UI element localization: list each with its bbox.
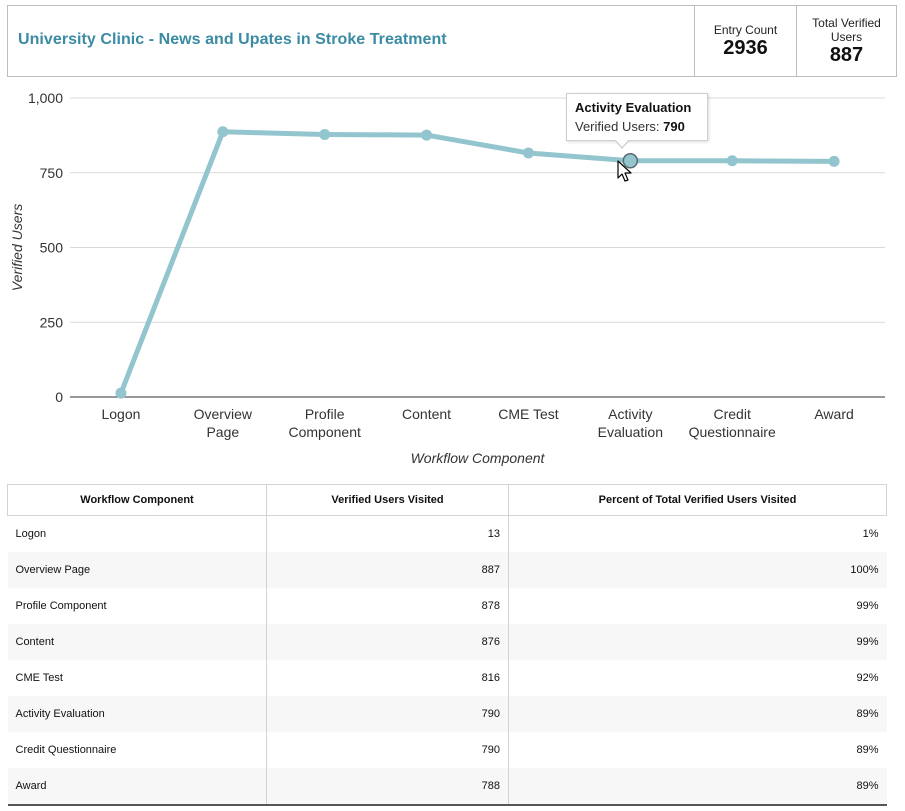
- x-tick-label: Logon: [101, 406, 140, 422]
- cell-verified: 788: [266, 768, 509, 806]
- cell-verified: 876: [266, 624, 509, 660]
- x-tick-label: Questionnaire: [689, 424, 776, 440]
- cell-percent: 1%: [508, 515, 887, 552]
- cell-percent: 89%: [508, 696, 887, 732]
- data-point[interactable]: [217, 126, 229, 138]
- y-axis-label: Verified Users: [9, 204, 25, 291]
- table-header-row: Workflow Component Verified Users Visite…: [7, 484, 887, 516]
- cell-component: Content: [7, 624, 267, 660]
- table-row: Overview Page 887 100%: [7, 552, 887, 588]
- x-tick-label: Credit: [714, 406, 751, 422]
- data-point[interactable]: [522, 147, 534, 159]
- table-row: CME Test 816 92%: [7, 660, 887, 696]
- cell-component: Award: [7, 768, 267, 806]
- tooltip-label: Verified Users:: [575, 119, 660, 134]
- cell-component: Credit Questionnaire: [7, 732, 267, 768]
- cell-verified: 13: [266, 515, 509, 552]
- x-tick-label: Evaluation: [598, 424, 663, 440]
- cell-verified: 816: [266, 660, 509, 696]
- data-point[interactable]: [319, 128, 331, 140]
- tooltip-title: Activity Evaluation: [575, 100, 692, 115]
- page-title: University Clinic - News and Upates in S…: [18, 31, 447, 48]
- tooltip-line: Verified Users: 790: [575, 118, 699, 136]
- column-header-percent-visited[interactable]: Percent of Total Verified Users Visited: [508, 484, 887, 516]
- entry-count-label: Entry Count: [713, 23, 778, 37]
- cell-verified: 790: [266, 696, 509, 732]
- x-tick-label: Activity: [608, 406, 652, 422]
- cell-verified: 887: [266, 552, 509, 588]
- x-tick-label: Page: [206, 424, 239, 440]
- report-header: University Clinic - News and Upates in S…: [7, 5, 897, 77]
- cell-component: Profile Component: [7, 588, 267, 624]
- x-tick-label: Award: [814, 406, 853, 422]
- cell-percent: 99%: [508, 624, 887, 660]
- cell-percent: 89%: [508, 732, 887, 768]
- y-tick-label: 750: [40, 165, 64, 181]
- x-tick-label: Component: [288, 424, 360, 440]
- total-verified-box: Total Verified Users 887: [796, 6, 896, 76]
- x-tick-label: Overview: [194, 406, 253, 422]
- column-header-workflow-component[interactable]: Workflow Component: [7, 484, 267, 516]
- data-point[interactable]: [726, 155, 738, 167]
- total-verified-label: Total Verified Users: [812, 16, 881, 44]
- table-row: Content 876 99%: [7, 624, 887, 660]
- cell-percent: 100%: [508, 552, 887, 588]
- data-point[interactable]: [115, 387, 127, 399]
- tooltip-value: 790: [663, 119, 685, 134]
- x-tick-label: Profile: [305, 406, 345, 422]
- entry-count-box: Entry Count 2936: [694, 6, 796, 76]
- workflow-table: Workflow Component Verified Users Visite…: [7, 484, 887, 806]
- table-row: Award 788 89%: [7, 768, 887, 806]
- y-tick-label: 1,000: [28, 90, 63, 106]
- verified-users-line-chart[interactable]: 0 250 500 750 1,000 Logon Overview Page Profile C…: [0, 80, 905, 475]
- cell-percent: 99%: [508, 588, 887, 624]
- cell-component: CME Test: [7, 660, 267, 696]
- workflow-table-container: Workflow Component Verified Users Visite…: [7, 484, 887, 806]
- data-point[interactable]: [828, 155, 840, 167]
- y-tick-label: 500: [40, 240, 64, 256]
- table-row: Logon 13 1%: [7, 515, 887, 552]
- cell-percent: 92%: [508, 660, 887, 696]
- x-axis-label: Workflow Component: [411, 450, 546, 466]
- series-line[interactable]: [118, 129, 837, 396]
- table-row: Activity Evaluation 790 89%: [7, 696, 887, 732]
- cell-verified: 878: [266, 588, 509, 624]
- x-tick-label: CME Test: [498, 406, 559, 422]
- cell-verified: 790: [266, 732, 509, 768]
- cell-component: Logon: [7, 515, 267, 552]
- data-point-hovered[interactable]: [622, 153, 639, 169]
- tooltip-tail: [614, 139, 630, 149]
- cell-component: Activity Evaluation: [7, 696, 267, 732]
- table-row: Credit Questionnaire 790 89%: [7, 732, 887, 768]
- mouse-pointer-icon: [617, 160, 632, 182]
- y-tick-label: 0: [55, 389, 63, 405]
- y-tick-label: 250: [40, 314, 64, 330]
- cell-percent: 89%: [508, 768, 887, 806]
- column-header-verified-users-visited[interactable]: Verified Users Visited: [266, 484, 509, 516]
- chart-tooltip: Activity Evaluation Verified Users: 790: [566, 93, 708, 141]
- cell-component: Overview Page: [7, 552, 267, 588]
- data-point[interactable]: [421, 129, 433, 141]
- total-verified-value: 887: [829, 44, 864, 66]
- entry-count-value: 2936: [723, 37, 768, 59]
- table-row: Profile Component 878 99%: [7, 588, 887, 624]
- x-tick-label: Content: [402, 406, 451, 422]
- chart-svg[interactable]: 0 250 500 750 1,000 Logon Overview Page Profile C…: [0, 80, 905, 475]
